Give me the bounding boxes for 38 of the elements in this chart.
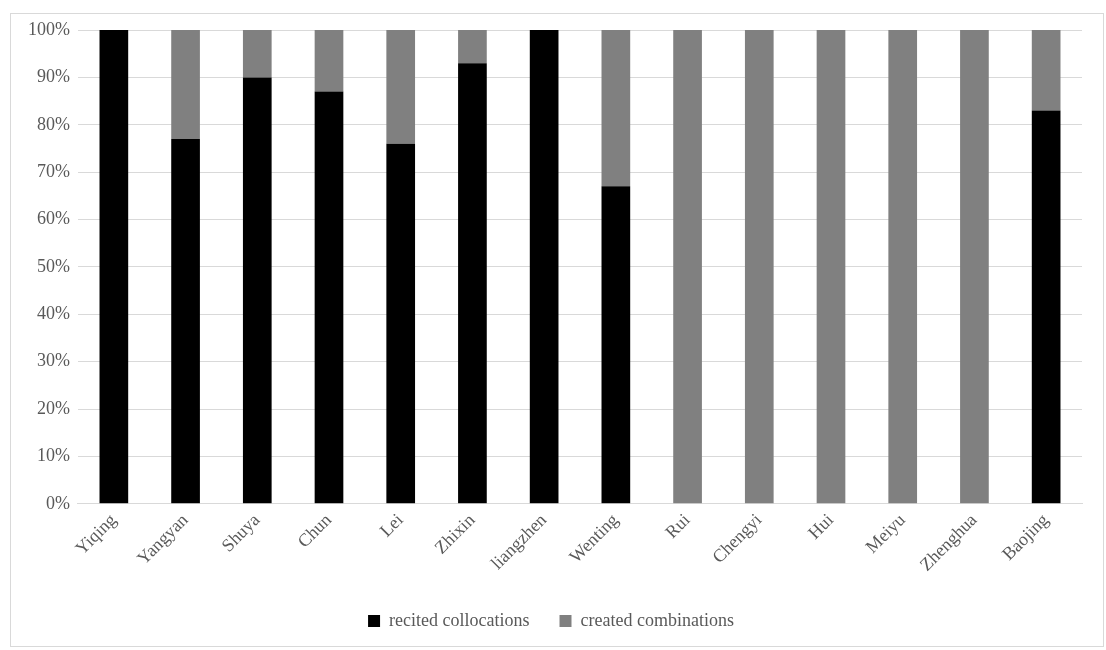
bar: [529, 30, 559, 504]
x-tick-label: Rui: [661, 509, 694, 543]
bar: [458, 63, 487, 504]
y-tick-label: 40%: [36, 303, 70, 324]
bar: [314, 91, 344, 504]
bar: [386, 143, 416, 504]
bar: [960, 30, 989, 504]
y-tick-label: 10%: [36, 445, 70, 466]
x-tick-label: Chun: [293, 509, 336, 552]
bar: [242, 77, 272, 504]
y-tick-label: 100%: [27, 18, 70, 39]
bar: [816, 30, 846, 504]
y-tick-label: 90%: [36, 66, 70, 87]
y-tick-label: 70%: [36, 160, 70, 181]
legend-label: created combinations: [580, 609, 734, 630]
bar: [242, 30, 272, 78]
bar: [601, 186, 631, 504]
bar: [314, 30, 344, 92]
y-tick-label: 20%: [36, 397, 70, 418]
y-tick-label: 50%: [36, 255, 70, 276]
y-tick-label: 30%: [36, 350, 70, 371]
y-tick-label: 80%: [36, 113, 70, 134]
bar: [171, 30, 200, 139]
bar: [171, 138, 200, 504]
y-tick-label: 60%: [36, 208, 70, 229]
bar: [386, 30, 416, 144]
bar: [601, 30, 631, 187]
bar: [1031, 110, 1061, 504]
bar: [888, 30, 918, 504]
bar: [744, 30, 774, 504]
x-tick-label: Hui: [803, 509, 838, 543]
bar: [1031, 30, 1061, 111]
legend-label: recited collocations: [389, 609, 530, 630]
bar: [99, 30, 129, 504]
x-tick-label: Lei: [375, 509, 407, 541]
bar: [673, 30, 702, 504]
y-tick-label: 0%: [45, 492, 70, 513]
bar: [458, 30, 487, 64]
